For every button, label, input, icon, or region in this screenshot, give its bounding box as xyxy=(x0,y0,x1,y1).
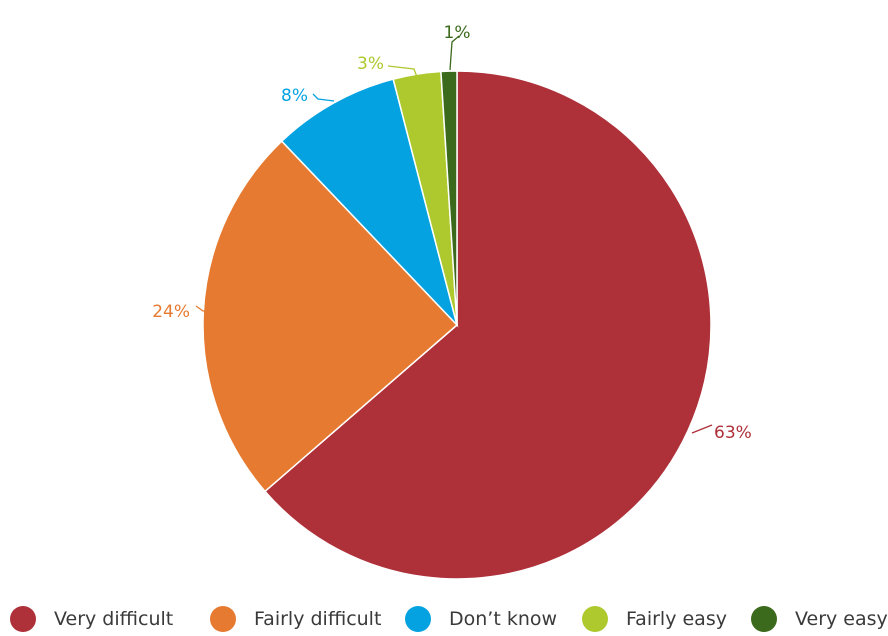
data-label: 8% xyxy=(281,86,308,106)
pie-slice-don-t-know xyxy=(280,78,459,328)
pie-slice-very-difficult xyxy=(263,70,712,580)
legend-label-very-easy: Very easy xyxy=(795,608,888,630)
legend-swatch-very-easy xyxy=(751,606,777,632)
legend-label-dont-know: Don’t know xyxy=(449,608,558,630)
legend: Very difficult Fairly difficult Don’t kn… xyxy=(0,602,888,636)
legend-label-fairly-easy: Fairly easy xyxy=(626,608,727,630)
legend-item-fairly-easy: Fairly easy xyxy=(582,602,727,636)
pie-slice-fairly-difficult xyxy=(202,140,459,493)
data-label: 24% xyxy=(152,302,190,322)
leader-line xyxy=(312,93,335,102)
legend-label-fairly-difficult: Fairly difficult xyxy=(254,608,382,630)
data-label: 1% xyxy=(444,23,471,43)
data-label: 63% xyxy=(714,423,752,443)
leader-line xyxy=(387,65,418,78)
legend-swatch-fairly-easy xyxy=(582,606,608,632)
data-label: 3% xyxy=(357,54,384,74)
legend-item-dont-know: Don’t know xyxy=(405,602,557,636)
legend-item-very-difficult: Very difficult xyxy=(10,602,173,636)
leader-line xyxy=(195,305,228,312)
pie-slice-very-easy xyxy=(440,70,458,326)
leader-line xyxy=(449,35,460,71)
leader-line xyxy=(691,424,713,434)
legend-item-fairly-difficult: Fairly difficult xyxy=(210,602,381,636)
legend-swatch-very-difficult xyxy=(10,606,36,632)
legend-swatch-dont-know xyxy=(405,606,431,632)
legend-label-very-difficult: Very difficult xyxy=(54,608,174,630)
legend-item-very-easy: Very easy xyxy=(751,602,888,636)
legend-swatch-fairly-difficult xyxy=(210,606,236,632)
